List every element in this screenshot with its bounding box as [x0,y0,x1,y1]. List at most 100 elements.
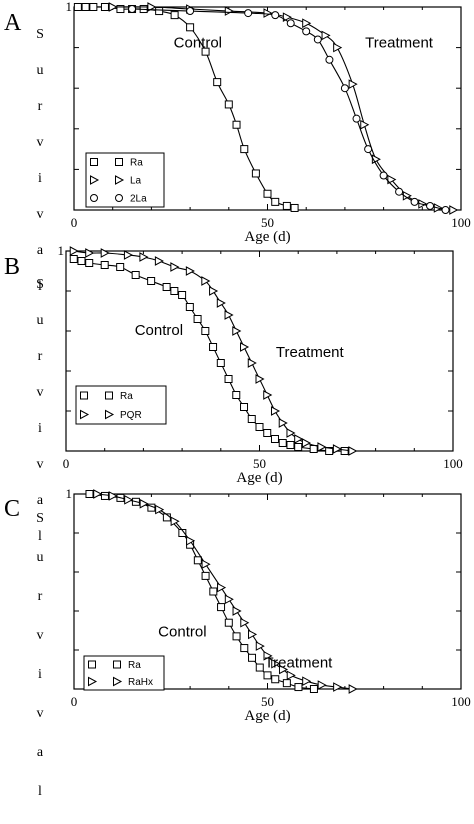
data-point-triangle [270,406,281,416]
annotation-treatment: Treatment [276,344,345,361]
data-point-triangle [240,617,250,628]
y-axis-label-letter: l [38,529,42,544]
data-point-square [77,257,86,265]
legend-marker-circle [90,194,98,202]
y-axis-label-letter: r [37,349,43,364]
y-axis-label-letter: r [37,589,43,604]
data-point-circle [364,145,373,154]
y-axis-label-letter: v [36,135,44,150]
data-point-square [116,263,125,271]
data-point-triangle [321,30,331,41]
annotation-control: Control [158,623,206,640]
data-point-triangle [348,684,358,694]
annotation-treatment: Treatment [365,35,434,52]
data-point-triangle [263,390,273,400]
data-point-triangle [301,438,312,448]
data-point-square [232,632,241,641]
data-point-triangle [224,310,234,320]
x-tick-label: 100 [443,456,463,471]
legend-label: Ra [130,158,143,169]
survival-curve [132,8,446,211]
data-point-square [209,343,218,351]
data-point-triangle [209,286,219,296]
data-point-square [85,490,94,498]
data-point-square [116,5,125,14]
data-point-triangle [201,276,211,286]
data-point-square [186,23,195,32]
y-tick-label: 1 [58,243,65,258]
data-point-square [251,169,260,178]
data-point-triangle [85,248,95,258]
data-point-square [232,391,241,399]
data-point-triangle [248,629,258,640]
data-point-square [100,261,109,269]
data-point-circle [379,171,388,180]
data-point-triangle [124,495,134,505]
data-point-square [294,683,303,692]
data-point-square [263,429,272,437]
data-point-circle [186,7,195,16]
legend-label: La [130,176,142,187]
y-axis-label-letter: S [36,511,44,526]
data-point-triangle [170,516,180,527]
data-point-square [309,445,318,453]
legend-label: PQR [120,410,142,421]
data-point-square [209,587,218,596]
data-point-circle [244,9,253,18]
data-point-circle [352,114,361,123]
data-point-square [294,443,303,451]
data-point-triangle [186,535,196,546]
data-point-square [155,7,164,16]
legend-marker-square [88,660,96,669]
y-axis-label-letter: i [38,421,42,436]
data-point-triangle [217,582,227,593]
x-tick-label: 0 [71,694,78,709]
data-point-triangle [263,651,273,661]
data-point-square [213,78,222,87]
data-point-triangle [201,559,211,570]
panel-letter: C [4,496,21,522]
y-axis-label-letter: S [36,27,44,42]
data-point-square [131,271,140,279]
y-axis-label-letter: l [38,784,42,799]
x-tick-label: 50 [261,215,274,230]
legend-box [83,655,165,691]
data-point-triangle [232,606,242,616]
y-axis-label-letter: i [38,171,42,186]
data-point-square [73,3,82,11]
legend-box [75,385,167,425]
data-point-square [248,653,257,662]
data-point-circle [395,187,404,196]
legend-marker-triangle [113,676,123,687]
y-axis-label-letter: v [36,706,44,721]
y-axis-label-letter: a [36,243,44,258]
x-axis-label: Age (d) [244,229,290,245]
data-point-square [224,375,233,383]
data-point-triangle [216,298,226,308]
survival-curve [97,493,353,690]
data-point-triangle [302,18,312,29]
survival-chart-b: 0 50 100 1 Age (d) Control Treatment Ra PQR [58,243,463,486]
legend-label: 2La [130,194,147,205]
data-point-triangle [332,444,342,454]
x-tick-label: 50 [261,694,274,709]
y-axis-label-letter: l [38,279,42,294]
survival-chart-c: 0 50 100 1 Age (d) Control Treatment Ra RaHx [66,486,471,724]
data-point-triangle [294,434,304,444]
data-point-triangle [139,252,149,262]
data-point-square [85,259,94,267]
data-point-square [255,663,264,672]
data-point-square [309,685,318,693]
data-point-triangle [108,491,118,501]
data-point-square [224,618,233,627]
x-tick-label: 0 [63,456,70,471]
data-point-circle [286,19,295,28]
y-axis-label-letter: v [36,628,44,643]
data-point-circle [325,55,334,64]
y-axis-label-letter: u [36,63,44,78]
data-point-square [201,327,210,335]
data-point-square [162,283,171,291]
x-tick-label: 50 [253,456,266,471]
